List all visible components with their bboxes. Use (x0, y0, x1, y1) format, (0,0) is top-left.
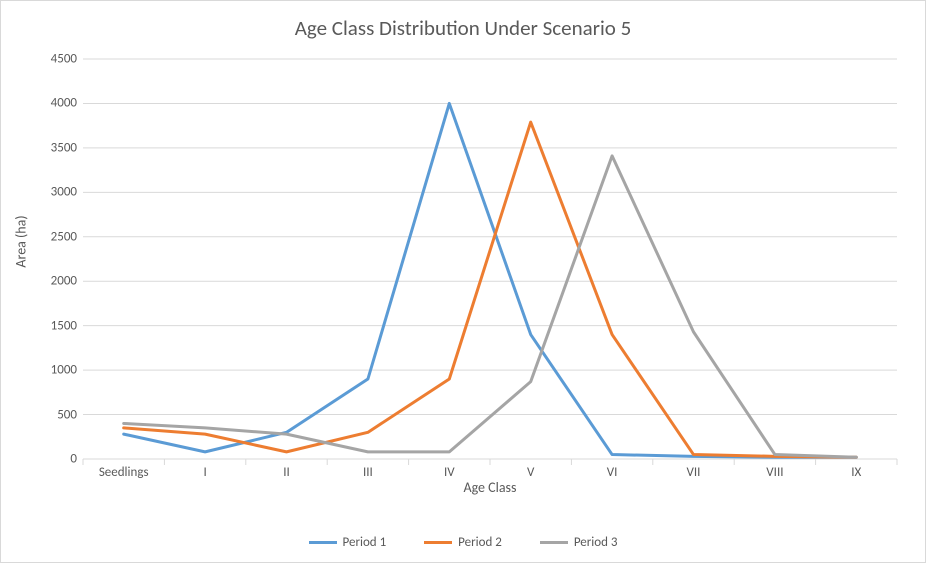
legend-swatch (309, 541, 337, 544)
y-tick-label: 3500 (51, 140, 77, 155)
series-line-2 (124, 122, 857, 457)
x-tick-label: VI (607, 465, 618, 480)
y-tick-label: 500 (57, 407, 77, 422)
chart-container: Age Class Distribution Under Scenario 5 … (0, 0, 926, 563)
y-axis-label: Area (ha) (13, 215, 30, 267)
y-tick-label: 0 (70, 452, 77, 467)
legend-label: Period 1 (343, 535, 387, 550)
plot-area: 050010001500200025003000350040004500Seed… (83, 59, 897, 459)
series-line-1 (124, 103, 857, 457)
x-tick-label: III (363, 465, 373, 480)
plot-svg (83, 59, 897, 459)
legend-swatch (424, 541, 452, 544)
chart-title: Age Class Distribution Under Scenario 5 (1, 15, 925, 41)
y-tick-label: 1500 (51, 318, 77, 333)
legend-label: Period 2 (458, 535, 502, 550)
y-tick-label: 3000 (51, 185, 77, 200)
series-line-3 (124, 156, 857, 457)
legend: Period 1 Period 2 Period 3 (1, 535, 925, 550)
x-tick-label: VIII (766, 465, 783, 480)
y-tick-label: 4000 (51, 96, 77, 111)
legend-label: Period 3 (574, 535, 618, 550)
legend-swatch (540, 541, 568, 544)
y-tick-label: 2000 (51, 274, 77, 289)
x-tick-label: I (203, 465, 206, 480)
legend-item-3: Period 3 (540, 535, 618, 550)
x-tick-label: V (527, 465, 534, 480)
x-tick-label: IX (851, 465, 861, 480)
x-tick-label: Seedlings (99, 465, 149, 480)
x-axis-label: Age Class (83, 479, 897, 496)
legend-item-1: Period 1 (309, 535, 387, 550)
y-tick-label: 2500 (51, 229, 77, 244)
x-tick-label: VII (687, 465, 701, 480)
x-tick-label: IV (444, 465, 455, 480)
y-axis-label-wrap: Area (ha) (11, 1, 31, 482)
y-tick-label: 1000 (51, 363, 77, 378)
x-tick-label: II (283, 465, 290, 480)
legend-item-2: Period 2 (424, 535, 502, 550)
y-tick-label: 4500 (51, 52, 77, 67)
